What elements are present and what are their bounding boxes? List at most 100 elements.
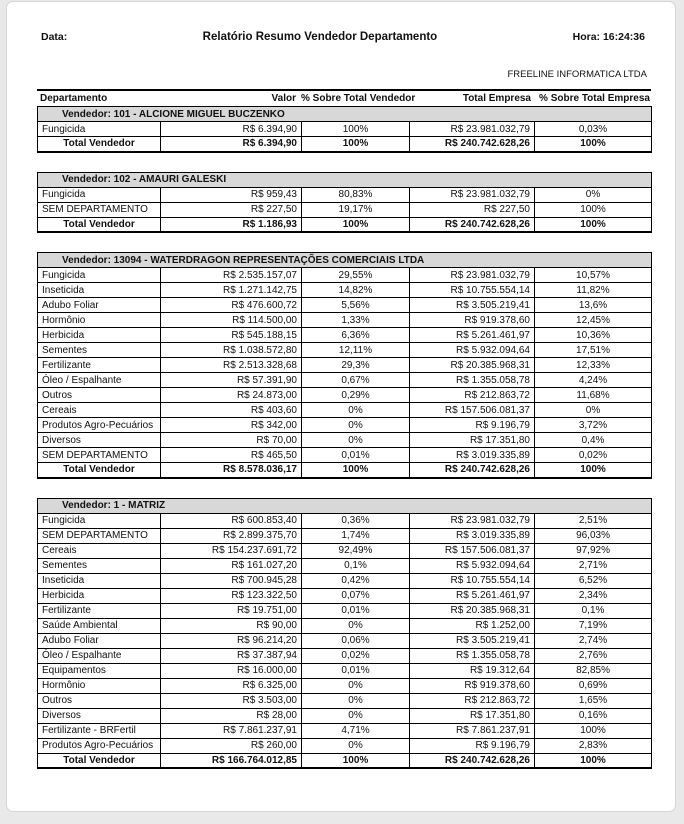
cell-pct-vendedor: 0% [301, 417, 410, 433]
total-row: Total Vendedor R$ 166.764.012,85 100% R$ 24… [37, 752, 653, 769]
total-row: Total Vendedor R$ 6.394,90 100% R$ 240.742.… [37, 136, 653, 152]
report-header: Data: Relatório Resumo Vendedor Departam… [37, 31, 649, 43]
cell-valor: R$ 2.513.328,68 [160, 357, 302, 373]
cell-total-empresa: R$ 157.506.081,37 [409, 402, 535, 418]
vendor-header-row: Vendedor: 1 - MATRIZ [36, 497, 653, 514]
time-label: Hora: 16:24:36 [572, 31, 645, 43]
cell-valor: R$ 6.394,90 [160, 121, 302, 137]
cell-total-empresa: R$ 1.252,00 [409, 617, 535, 634]
cell-valor: R$ 260,00 [160, 737, 302, 754]
cell-pct-empresa: 6,52% [533, 572, 653, 589]
cell-total-empresa: R$ 3.019.335,89 [409, 447, 535, 463]
cell-pct-empresa: 2,74% [533, 632, 653, 649]
table-row: Diversos R$ 28,00 0% R$ 17.351,80 0,16% [37, 707, 653, 724]
table-column-headers: Departamento Valor % Sobre Total Vendedo… [37, 89, 651, 106]
cell-pct-empresa: 100% [533, 752, 653, 769]
cell-pct-vendedor: 0% [301, 617, 410, 634]
table-row: Diversos R$ 70,00 0% R$ 17.351,80 0,4% [37, 432, 653, 448]
cell-total-empresa: R$ 5.932.094,64 [409, 557, 535, 574]
cell-total-empresa: R$ 20.385.968,31 [409, 602, 535, 619]
cell-total-empresa: R$ 5.261.461,97 [409, 327, 535, 343]
cell-departamento: Outros [37, 387, 161, 403]
cell-total-empresa: R$ 919.378,60 [409, 312, 535, 328]
cell-pct-empresa: 0,69% [533, 677, 653, 694]
cell-departamento: Fertilizante [37, 357, 161, 373]
cell-valor: R$ 96.214,20 [160, 632, 302, 649]
table-row: Fungicida R$ 600.853,40 0,36% R$ 23.981.032… [37, 512, 653, 529]
table-row: Produtos Agro-Pecuários R$ 260,00 0% R$ 9.1… [37, 737, 653, 754]
cell-total-empresa: R$ 240.742.628,26 [409, 216, 535, 233]
cell-total-empresa: R$ 3.505.219,41 [409, 297, 535, 313]
table-row: SEM DEPARTAMENTO R$ 2.899.375,70 1,74% R$ 3… [37, 527, 653, 544]
table-row: SEM DEPARTAMENTO R$ 227,50 19,17% R$ 227,50… [37, 201, 653, 218]
cell-total-empresa: R$ 5.261.461,97 [409, 587, 535, 604]
cell-pct-empresa: 7,19% [533, 617, 653, 634]
cell-valor: R$ 16.000,00 [160, 662, 302, 679]
cell-departamento: Equipamentos [37, 662, 161, 679]
cell-pct-empresa: 0% [533, 402, 653, 418]
table-row: Fertilizante R$ 2.513.328,68 29,3% R$ 20.38… [37, 357, 653, 373]
cell-departamento: Fungicida [37, 121, 161, 137]
table-row: Fungicida R$ 6.394,90 100% R$ 23.981.032,79… [37, 121, 653, 137]
cell-pct-vendedor: 0,36% [301, 512, 410, 529]
cell-pct-vendedor: 0,02% [301, 647, 410, 664]
cell-pct-empresa: 100% [533, 136, 653, 152]
cell-departamento: Diversos [37, 432, 161, 448]
vendor-header-label: Vendedor: 1 - MATRIZ [36, 497, 653, 514]
table-row: Produtos Agro-Pecuários R$ 342,00 0% R$ 9.1… [37, 417, 653, 433]
cell-departamento: Herbicida [37, 327, 161, 343]
cell-departamento: Cereais [37, 402, 161, 418]
cell-departamento: Sementes [37, 557, 161, 574]
cell-pct-vendedor: 100% [301, 462, 410, 478]
cell-pct-empresa: 2,34% [533, 587, 653, 604]
cell-valor: R$ 600.853,40 [160, 512, 302, 529]
cell-pct-vendedor: 0,29% [301, 387, 410, 403]
cell-departamento: Produtos Agro-Pecuários [37, 737, 161, 754]
cell-valor: R$ 19.751,00 [160, 602, 302, 619]
cell-pct-vendedor: 0% [301, 692, 410, 709]
cell-valor: R$ 342,00 [160, 417, 302, 433]
cell-pct-vendedor: 12,11% [301, 342, 410, 358]
cell-total-empresa: R$ 227,50 [409, 201, 535, 218]
vendor-header-label: Vendedor: 13094 - WATERDRAGON REPRESENTA… [36, 252, 653, 268]
cell-pct-vendedor: 0,06% [301, 632, 410, 649]
cell-valor: R$ 37.387,94 [160, 647, 302, 664]
cell-pct-empresa: 100% [533, 201, 653, 218]
cell-total-empresa: R$ 20.385.968,31 [409, 357, 535, 373]
report-sections: Vendedor: 101 - ALCIONE MIGUEL BUCZENKO F… [36, 106, 653, 769]
cell-pct-vendedor: 92,49% [301, 542, 410, 559]
cell-pct-vendedor: 100% [301, 752, 410, 769]
cell-pct-empresa: 2,71% [533, 557, 653, 574]
cell-valor: R$ 465,50 [160, 447, 302, 463]
table-row: Outros R$ 24.873,00 0,29% R$ 212.863,72 11,6… [37, 387, 653, 403]
cell-pct-vendedor: 6,36% [301, 327, 410, 343]
cell-pct-vendedor: 1,74% [301, 527, 410, 544]
cell-total-empresa: R$ 17.351,80 [409, 432, 535, 448]
cell-pct-vendedor: 0% [301, 707, 410, 724]
cell-departamento: SEM DEPARTAMENTO [37, 201, 161, 218]
cell-valor: R$ 123.322,50 [160, 587, 302, 604]
cell-total-empresa: R$ 1.355.058,78 [409, 372, 535, 388]
cell-valor: R$ 6.325,00 [160, 677, 302, 694]
cell-valor: R$ 545.188,15 [160, 327, 302, 343]
cell-pct-empresa: 0,02% [533, 447, 653, 463]
vendor-header-label: Vendedor: 101 - ALCIONE MIGUEL BUCZENKO [36, 106, 653, 122]
cell-total-empresa: R$ 3.505.219,41 [409, 632, 535, 649]
cell-total-empresa: R$ 10.755.554,14 [409, 282, 535, 298]
cell-total-empresa: R$ 240.742.628,26 [409, 136, 535, 152]
cell-pct-empresa: 100% [533, 462, 653, 478]
cell-departamento: Fungicida [37, 186, 161, 203]
cell-departamento: Hormônio [37, 312, 161, 328]
total-row: Total Vendedor R$ 1.186,93 100% R$ 240.742.… [37, 216, 653, 233]
cell-valor: R$ 1.271.142,75 [160, 282, 302, 298]
table-row: Inseticida R$ 700.945,28 0,42% R$ 10.755.55… [37, 572, 653, 589]
cell-departamento: Hormônio [37, 677, 161, 694]
cell-pct-empresa: 0,16% [533, 707, 653, 724]
cell-departamento: Total Vendedor [37, 462, 161, 478]
vendor-section: Vendedor: 102 - AMAURI GALESKI Fungicida R… [36, 171, 653, 233]
cell-pct-vendedor: 100% [301, 216, 410, 233]
cell-pct-empresa: 3,72% [533, 417, 653, 433]
cell-pct-empresa: 96,03% [533, 527, 653, 544]
cell-total-empresa: R$ 23.981.032,79 [409, 121, 535, 137]
table-row: Equipamentos R$ 16.000,00 0,01% R$ 19.312,6… [37, 662, 653, 679]
